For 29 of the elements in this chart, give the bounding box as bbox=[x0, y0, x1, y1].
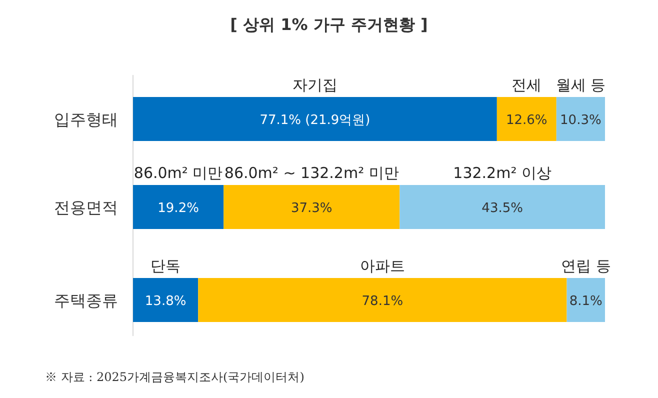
bar bbox=[496, 97, 556, 141]
y-tick-label: 전용면적 bbox=[54, 198, 118, 217]
data-label: 78.1% bbox=[362, 294, 404, 309]
chart-title: [ 상위 1% 가구 주거현황 ] bbox=[230, 15, 428, 34]
data-label: 77.1% (21.9억원) bbox=[260, 113, 370, 128]
bar bbox=[556, 97, 605, 141]
annotation: 단독 bbox=[150, 257, 181, 275]
data-label: 37.3% bbox=[290, 201, 332, 216]
bar bbox=[133, 278, 198, 322]
data-label: 12.6% bbox=[506, 113, 548, 128]
y-tick-label: 주택종류 bbox=[54, 291, 118, 310]
annotation: 132.2m² 이상 bbox=[453, 164, 552, 182]
bar bbox=[566, 278, 605, 322]
data-label: 13.8% bbox=[144, 294, 186, 309]
annotation: 86.0m² 미만 bbox=[134, 164, 223, 182]
annotation: 연립 등 bbox=[560, 257, 611, 275]
data-label: 19.2% bbox=[158, 201, 199, 216]
y-tick-label: 입주형태 bbox=[54, 110, 118, 129]
data-label: 43.5% bbox=[482, 201, 523, 216]
annotation: 86.0m² ~ 132.2m² 미만 bbox=[224, 164, 399, 182]
text: ※ 자료 : 2025가계금융복지조사(국가데이터처) bbox=[45, 370, 304, 384]
bar bbox=[198, 278, 567, 322]
bar bbox=[133, 97, 497, 141]
annotation: 자기집 bbox=[292, 76, 338, 94]
data-label: 8.1% bbox=[569, 294, 602, 309]
annotation: 월세 등 bbox=[556, 76, 606, 94]
annotation: 아파트 bbox=[360, 257, 405, 275]
data-label: 10.3% bbox=[560, 113, 602, 128]
annotation: 전세 bbox=[512, 76, 542, 94]
